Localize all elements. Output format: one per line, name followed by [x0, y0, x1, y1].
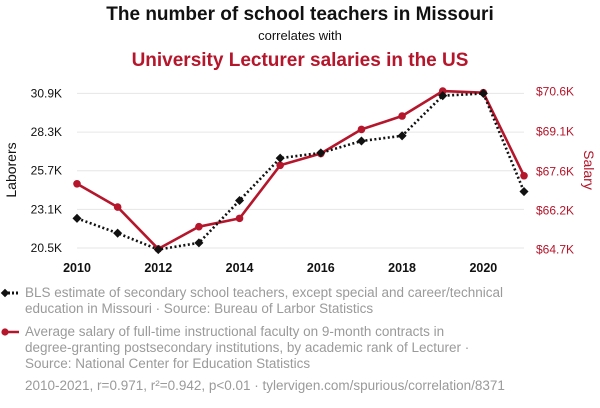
teachers-point [194, 238, 204, 248]
teachers-point [153, 245, 163, 255]
legend-item-salary: Average salary of full-time instructiona… [1, 324, 469, 371]
left-tick-label: 30.9K [31, 86, 62, 100]
salary-point [195, 222, 203, 231]
x-tick-label: 2020 [469, 261, 497, 275]
right-tick-label: $64.7K [536, 242, 574, 256]
teachers-point [356, 136, 366, 146]
x-axis-ticks: 2010 2012 2014 2016 2018 2020 [63, 261, 497, 275]
legend-salary-line-3: Source: National Center for Education St… [25, 356, 310, 371]
teachers-line [76, 92, 526, 251]
left-axis-label: Laborers [3, 142, 19, 197]
x-tick-label: 2016 [307, 261, 335, 275]
teachers-point [519, 187, 529, 197]
left-tick-label: 23.1K [31, 202, 62, 216]
footer-stats: 2010-2021, r=0.971, r²=0.942, p<0.01 · t… [25, 378, 505, 393]
chart-title: The number of school teachers in Missour… [106, 4, 493, 25]
legend: BLS estimate of secondary school teacher… [0, 285, 503, 371]
teachers-point [235, 195, 245, 206]
x-tick-label: 2014 [226, 261, 254, 275]
salary-point [235, 214, 244, 223]
salary-point [73, 179, 81, 188]
legend-salary-marker [1, 328, 9, 336]
teachers-point [275, 153, 285, 163]
chart-subtitle: correlates with [258, 28, 342, 43]
teachers-point [72, 213, 82, 223]
left-axis-ticks: 20.5K 23.1K 25.7K 28.3K 30.9K [31, 86, 62, 255]
series-teachers [72, 88, 529, 255]
x-tick-label: 2012 [144, 261, 172, 275]
chart-title-second: University Lecturer salaries in the US [132, 50, 469, 71]
right-tick-label: $67.6K [536, 165, 574, 179]
salary-point [276, 161, 284, 170]
left-tick-label: 25.7K [31, 164, 62, 178]
teachers-point [438, 91, 448, 101]
right-tick-label: $69.1K [536, 125, 574, 139]
legend-teachers-marker [0, 288, 10, 298]
right-axis-ticks: $64.7K $66.2K $67.6K $69.1K $70.6K [536, 84, 574, 256]
left-tick-label: 20.5K [31, 241, 62, 255]
left-tick-label: 28.3K [31, 125, 62, 139]
salary-point [398, 112, 406, 120]
right-tick-label: $66.2K [536, 204, 574, 218]
salary-point [520, 171, 528, 180]
teachers-point [113, 228, 123, 238]
x-tick-label: 2018 [388, 261, 416, 275]
x-tick-label: 2010 [63, 261, 91, 275]
salary-point [113, 203, 122, 211]
legend-salary-line-1: Average salary of full-time instructiona… [25, 324, 444, 339]
right-tick-label: $70.6K [536, 84, 574, 98]
legend-teachers-line-1: BLS estimate of secondary school teacher… [25, 285, 503, 300]
grid [77, 92, 524, 249]
salary-point [357, 125, 366, 134]
series-lecturer-salary [73, 87, 528, 253]
teachers-point [316, 148, 326, 158]
legend-item-teachers: BLS estimate of secondary school teacher… [0, 285, 503, 316]
legend-teachers-line-2: education in Missouri · Source: Bureau o… [25, 301, 373, 316]
salary-line [76, 89, 526, 251]
salary-point [438, 87, 447, 95]
right-axis-label: Salary [581, 150, 597, 190]
legend-salary-line-2: degree-granting postsecondary institutio… [25, 340, 469, 355]
